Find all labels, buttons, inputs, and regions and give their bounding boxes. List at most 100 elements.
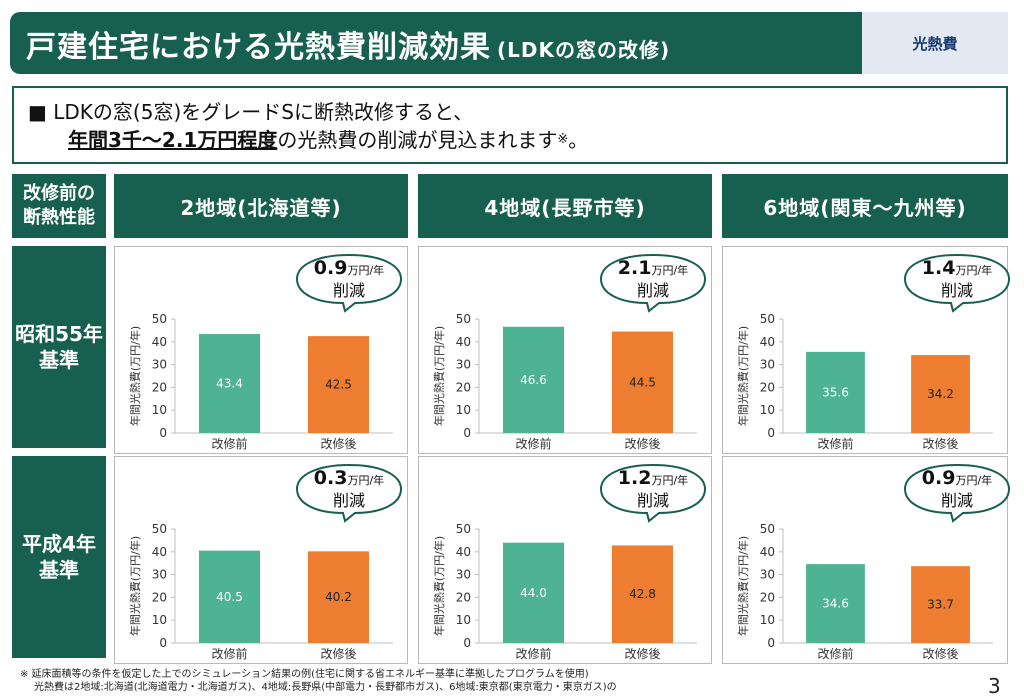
bar-value-label: 43.4 [216,377,243,391]
y-axis-title: 年間光熱費(万円/年) [736,536,750,636]
corner-header: 改修前の 断熱性能 [12,174,106,238]
bar-value-label: 42.8 [629,587,656,601]
callout-bubble-shape [295,253,403,313]
reduction-unit: 万円/年 [347,474,385,487]
bar-before [806,351,865,433]
callout-text: 0.9万円/年 削減 [295,258,403,301]
category-badge: 光熱費 [862,12,1008,74]
x-tick-label: 改修後 [922,436,958,451]
y-tick-label: 50 [152,522,167,536]
y-tick-label: 10 [152,403,167,417]
chart-panel-s55-region-2: 0 10 20 30 40 50 年間光熱費(万円/年) 43.4 改修前 42.5 改修後 0.9万… [114,246,408,454]
bar-value-label: 34.6 [822,597,849,611]
reduction-unit: 万円/年 [955,264,993,277]
reduction-callout: 1.4万円/年削減 [903,253,1011,313]
y-tick-label: 10 [456,613,471,627]
y-tick-label: 20 [152,590,167,604]
y-tick-label: 0 [463,426,471,440]
x-tick-label: 改修前 [515,646,551,661]
reduction-unit: 万円/年 [955,474,993,487]
chart-panel-s55-region-4: 0 10 20 30 40 50 年間光熱費(万円/年) 46.6 改修前 44.5 改修後 2.1万… [418,246,712,454]
x-tick-label: 改修後 [922,646,958,661]
bar-before [198,334,261,433]
summary-box: ■ LDKの窓(5窓)をグレードSに断熱改修すると、 年間3千〜2.1万円程度の… [12,86,1008,164]
column-header-region-4: 4地域(長野市等) [418,174,712,238]
y-tick-label: 0 [159,636,167,650]
callout-bubble-shape [599,253,707,313]
y-tick-label: 30 [760,568,775,582]
y-axis-title: 年間光熱費(万円/年) [432,536,446,636]
y-tick-label: 10 [760,613,775,627]
reduction-label: 削減 [636,281,669,300]
callout-outline [599,463,707,523]
summary-line-2: 年間3千〜2.1万円程度の光熱費の削減が見込まれます※。 [68,128,589,152]
callout-outline [295,253,403,313]
y-tick-label: 30 [456,568,471,582]
bar-value-label: 44.5 [629,375,656,389]
y-tick-label: 20 [760,590,775,604]
reduction-callout: 1.2万円/年 削減 [599,463,707,523]
chart-panel-h4-region-6: 0 10 20 30 40 50 年間光熱費(万円/年) 34.6 改修前 33.7 改修後 0.9万… [722,456,1011,664]
y-axis-title: 年間光熱費(万円/年) [432,326,446,426]
bar-after [911,355,970,433]
y-tick-label: 20 [760,380,775,394]
reduction-value: 0.9 [313,257,348,279]
bar-chart: 0 10 20 30 40 50 年間光熱費(万円/年) 40.5 改修前 40.2 改修後 [128,522,393,661]
bar-before [198,550,261,643]
bar-before [806,564,865,643]
y-tick-label: 30 [152,358,167,372]
y-axis-title: 年間光熱費(万円/年) [128,536,142,636]
reduction-value: 1.2 [617,467,652,489]
callout-bubble-shape [295,463,403,523]
y-tick-label: 40 [152,545,167,559]
y-tick-label: 40 [456,545,471,559]
y-axis-title: 年間光熱費(万円/年) [128,326,142,426]
chart-panel-h4-region-4: 0 10 20 30 40 50 年間光熱費(万円/年) 44.0 改修前 42.8 改修後 1.2万… [418,456,712,664]
callout-text: 0.9万円/年削減 [903,468,1011,511]
reduction-label: 削減 [940,281,973,300]
summary-emphasis: 年間3千〜2.1万円程度 [68,128,278,152]
reduction-label: 削減 [332,281,365,300]
bar-value-label: 44.0 [520,586,547,600]
callout-bubble-shape [903,253,1011,313]
bar-value-label: 42.5 [325,378,352,392]
y-tick-label: 20 [456,590,471,604]
y-tick-label: 30 [152,568,167,582]
reduction-value: 0.9 [921,467,956,489]
reduction-callout: 0.3万円/年 削減 [295,463,403,523]
page-title: 戸建住宅における光熱費削減効果 (LDKの窓の改修) [26,30,671,65]
x-tick-label: 改修後 [624,436,660,451]
y-tick-label: 0 [159,426,167,440]
reduction-label: 削減 [636,491,669,510]
reduction-label: 削減 [332,491,365,510]
row-header-h4: 平成4年 基準 [12,456,106,658]
y-tick-label: 50 [760,312,775,326]
y-tick-label: 50 [456,312,471,326]
callout-bubble-shape [599,463,707,523]
callout-text: 2.1万円/年 削減 [599,258,707,301]
bar-after [911,566,970,643]
y-tick-label: 30 [456,358,471,372]
callout-text: 1.4万円/年削減 [903,258,1011,301]
title-bar: 戸建住宅における光熱費削減効果 (LDKの窓の改修) [10,12,862,74]
y-tick-label: 0 [767,636,775,650]
page-subtitle: (LDKの窓の改修) [497,38,671,62]
bar-chart: 0 10 20 30 40 50 年間光熱費(万円/年) 44.0 改修前 42.8 改修後 [432,522,697,661]
x-tick-label: 改修前 [515,436,551,451]
reduction-label: 削減 [940,491,973,510]
bar-chart: 0 10 20 30 40 50 年間光熱費(万円/年) 35.6 改修前 34.2 改修後 [736,312,993,451]
y-tick-label: 10 [456,403,471,417]
bar-value-label: 35.6 [822,385,849,399]
reduction-callout: 2.1万円/年 削減 [599,253,707,313]
bar-value-label: 40.5 [216,590,243,604]
bar-chart: 0 10 20 30 40 50 年間光熱費(万円/年) 34.6 改修前 33.7 改修後 [736,522,993,661]
bar-value-label: 40.2 [325,590,352,604]
chart-panel-h4-region-2: 0 10 20 30 40 50 年間光熱費(万円/年) 40.5 改修前 40.2 改修後 0.3万… [114,456,408,664]
x-tick-label: 改修後 [320,646,356,661]
bar-before [502,326,565,433]
y-tick-label: 0 [463,636,471,650]
reduction-value: 1.4 [921,257,956,279]
x-tick-label: 改修前 [211,436,247,451]
callout-outline [599,253,707,313]
bar-chart: 0 10 20 30 40 50 年間光熱費(万円/年) 43.4 改修前 42.5 改修後 [128,312,393,451]
